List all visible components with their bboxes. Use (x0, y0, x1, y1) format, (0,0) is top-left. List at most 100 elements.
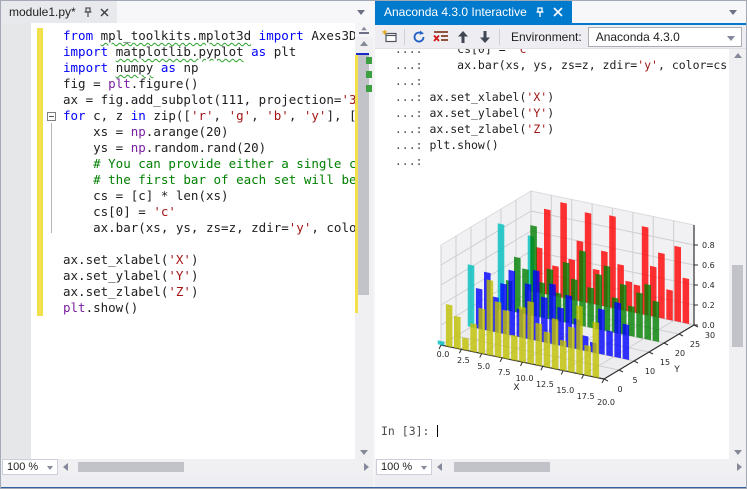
chart-x-axis-label: X (513, 383, 519, 393)
scrollbar-mark-green (366, 71, 372, 78)
zoom-value: 100 % (381, 461, 413, 473)
interactive-toolbar: * (375, 25, 746, 49)
chart-bar (622, 323, 630, 360)
chart-bar (571, 278, 578, 325)
track-changes-bar (37, 28, 43, 316)
editor-vertical-scrollbar[interactable] (355, 23, 373, 459)
chart-x-tick-label: 2.5 (457, 356, 470, 365)
chart-bar (628, 305, 635, 337)
editor-pane: module1.py* from mpl_toolkits.mplot3d im… (1, 1, 373, 487)
close-icon[interactable] (100, 7, 109, 17)
scrollbar-thumb[interactable] (454, 462, 550, 472)
chevron-down-icon (47, 466, 53, 470)
code-editor[interactable]: from mpl_toolkits.mplot3d import Axes3D i… (1, 23, 373, 459)
chart-grid-line (440, 230, 532, 286)
chart-x-tick-label: 15.0 (556, 386, 574, 395)
chart-bar (606, 330, 613, 357)
chart-bar (462, 337, 469, 351)
tab-module1[interactable]: module1.py* (1, 1, 117, 23)
scrollbar-mark-green (366, 85, 372, 92)
chart-z-tick-label: 0.6 (702, 261, 715, 270)
history-next-icon[interactable] (474, 27, 496, 47)
scroll-right-icon[interactable] (732, 459, 746, 475)
scrollbar-changes-mark (355, 55, 358, 313)
svg-text:*: * (382, 29, 388, 40)
interactive-output[interactable]: ...: cs[0] = 'c' ...: ax.bar(xs, ys, zs=… (375, 49, 729, 459)
chart-y-axis-label: Y (673, 365, 680, 375)
scrollbar-caret-mark (356, 53, 369, 55)
code-line: import numpy as np (63, 60, 199, 75)
chart-tick (601, 378, 605, 384)
tab-anaconda-interactive[interactable]: Anaconda 4.3.0 Interactive (375, 1, 572, 23)
scroll-down-icon[interactable] (729, 446, 746, 459)
text-caret (437, 425, 439, 437)
fold-collapse-marker[interactable] (47, 112, 56, 121)
editor-tabstrip: module1.py* (1, 1, 373, 23)
repl-input-line[interactable]: In [3]: (381, 423, 439, 439)
window-bottom-border (1, 487, 746, 488)
environment-select[interactable]: Anaconda 4.3.0 (587, 26, 742, 47)
chart-z-tick-label: 0.8 (702, 241, 715, 250)
code-line: for c, z in zip(['r', 'g', 'b', 'y'], [3… (63, 108, 357, 123)
chart-x-tick-label: 12.5 (536, 380, 554, 389)
scrollbar-thumb[interactable] (78, 462, 184, 472)
chart-bar (682, 277, 690, 324)
chart-bar (625, 280, 633, 313)
chart-z-tick-label: 0.2 (702, 301, 715, 310)
chevron-down-icon[interactable] (729, 10, 737, 15)
zoom-select[interactable]: 100 % (376, 459, 432, 475)
chart-bar (568, 326, 575, 373)
chart-bar (527, 301, 534, 365)
scrollbar-thumb[interactable] (358, 55, 369, 295)
scroll-down-icon[interactable] (355, 446, 373, 459)
code-line: ...: ax.set_ylabel('Y') (381, 106, 555, 120)
history-previous-icon[interactable] (452, 27, 474, 47)
interactive-vertical-scrollbar[interactable] (729, 49, 746, 459)
scroll-right-icon[interactable] (359, 459, 373, 475)
chart-tick (648, 351, 654, 355)
chart-bar (502, 309, 510, 360)
zoom-select[interactable]: 100 % (2, 459, 58, 475)
close-icon[interactable] (553, 7, 563, 17)
code-line: ax.bar(xs, ys, zs=z, zdir='y', color=cs) (63, 220, 357, 235)
chart-tick (678, 333, 684, 337)
chart-bar (508, 269, 515, 337)
chart-bar (636, 292, 643, 339)
chart-bar (494, 301, 502, 358)
chart-x-tick-label: 17.5 (577, 392, 595, 401)
interactive-horizontal-scrollbar[interactable] (446, 459, 732, 475)
scroll-left-icon[interactable] (58, 459, 72, 475)
code-line: ax.set_zlabel('Z') (63, 284, 199, 299)
split-window-handle[interactable] (355, 23, 373, 37)
editor-horizontal-scrollbar[interactable] (72, 459, 359, 475)
chart-bar (541, 296, 548, 343)
scrollbar-thumb[interactable] (732, 265, 743, 347)
pin-icon[interactable] (535, 6, 545, 18)
restart-icon[interactable] (408, 27, 430, 47)
chart-bar (557, 307, 564, 347)
clear-screen-icon[interactable] (430, 27, 452, 47)
code-line: ...: (381, 74, 430, 88)
chart-tick (520, 361, 523, 367)
chart-y-tick-label: 30 (705, 331, 715, 340)
chart-bar (437, 340, 445, 346)
scroll-up-icon[interactable] (729, 49, 746, 62)
pin-icon[interactable] (83, 6, 93, 18)
interactive-pane: Anaconda 4.3.0 Interactive * (375, 1, 746, 487)
chart-x-tick-label: 20.0 (597, 398, 615, 407)
interactive-tabstrip: Anaconda 4.3.0 Interactive (375, 1, 746, 23)
new-interactive-window-icon[interactable]: * (379, 27, 401, 47)
chevron-down-icon[interactable] (357, 10, 365, 15)
chart-bar (454, 315, 461, 350)
matplotlib-3d-bar-chart: 0.0 2.5 5.0 7.5 10.012.515.017.520.00 5 10 15 20… (437, 190, 715, 407)
pane-divider[interactable] (373, 1, 375, 487)
chart-bar (519, 306, 526, 363)
chart-bar (652, 300, 660, 342)
scroll-up-icon[interactable] (355, 37, 373, 50)
code-line: ax = fig.add_subplot(111, projection='3d… (63, 92, 357, 107)
tab-title: Anaconda 4.3.0 Interactive (384, 5, 527, 19)
editor-code-lines: from mpl_toolkits.mplot3d import Axes3D i… (1, 23, 357, 459)
scroll-left-icon[interactable] (432, 459, 446, 475)
chart-bar (598, 308, 605, 355)
code-line: ...: (381, 154, 430, 168)
